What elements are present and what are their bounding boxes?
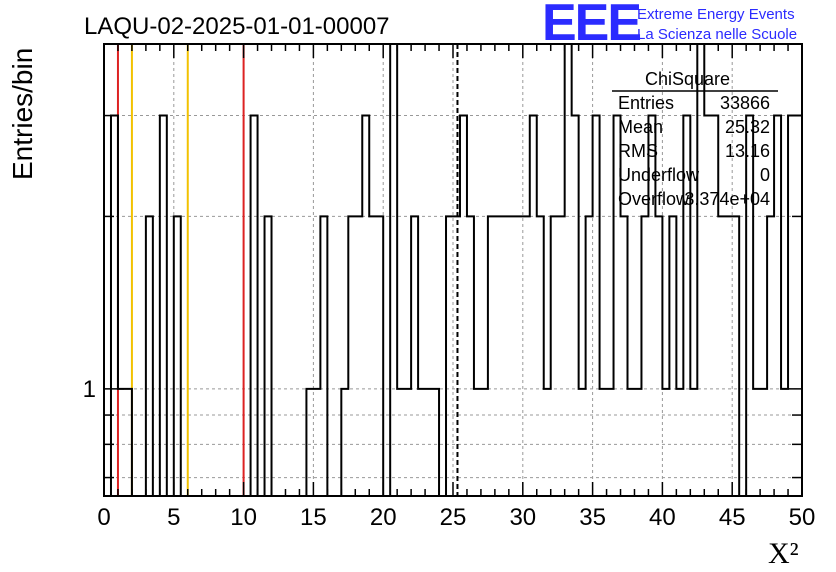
x-tick-label: 0 bbox=[97, 504, 110, 531]
logo-text: EEE bbox=[542, 0, 640, 52]
x-tick-labels: 0 5 10 15 20 25 30 35 40 45 50 bbox=[97, 504, 815, 531]
chart-title: LAQU-02-2025-01-01-00007 bbox=[84, 13, 390, 40]
logo-line-1: Extreme Energy Events bbox=[637, 6, 795, 23]
y-axis-label: Entries/bin bbox=[7, 48, 38, 180]
y-tick-labels: 1 bbox=[83, 376, 96, 403]
y-tick-label: 1 bbox=[83, 376, 96, 403]
stats-box: ChiSquare Entries 33866 Mean 25.32 RMS 13.16 U… bbox=[612, 69, 778, 209]
x-axis-label: X² bbox=[768, 537, 799, 570]
x-tick-label: 45 bbox=[719, 504, 746, 531]
eee-logo: EEE Extreme Energy Events La Scienza nel… bbox=[542, 0, 797, 52]
x-tick-label: 20 bbox=[370, 504, 397, 531]
axis-ticks bbox=[103, 44, 803, 496]
x-tick-label: 15 bbox=[300, 504, 327, 531]
x-tick-label: 25 bbox=[440, 504, 467, 531]
stats-label: Entries bbox=[618, 93, 674, 113]
x-tick-label: 30 bbox=[509, 504, 536, 531]
x-tick-label: 40 bbox=[649, 504, 676, 531]
stats-value: 33866 bbox=[720, 93, 770, 113]
logo-line-2: La Scienza nelle Scuole bbox=[637, 26, 797, 43]
x-tick-label: 10 bbox=[230, 504, 257, 531]
reference-lines bbox=[116, 44, 459, 496]
stats-title: ChiSquare bbox=[645, 69, 730, 89]
stats-value: 13.16 bbox=[725, 141, 770, 161]
stats-label: RMS bbox=[618, 141, 658, 161]
x-tick-label: 50 bbox=[789, 504, 816, 531]
stats-value: 3.374e+04 bbox=[684, 189, 770, 209]
stats-label: Underflow bbox=[618, 165, 700, 185]
x-tick-label: 5 bbox=[167, 504, 180, 531]
stats-value: 25.32 bbox=[725, 117, 770, 137]
stats-label: Overflow bbox=[618, 189, 690, 209]
stats-label: Mean bbox=[618, 117, 663, 137]
x-tick-label: 35 bbox=[579, 504, 606, 531]
stats-value: 0 bbox=[760, 165, 770, 185]
